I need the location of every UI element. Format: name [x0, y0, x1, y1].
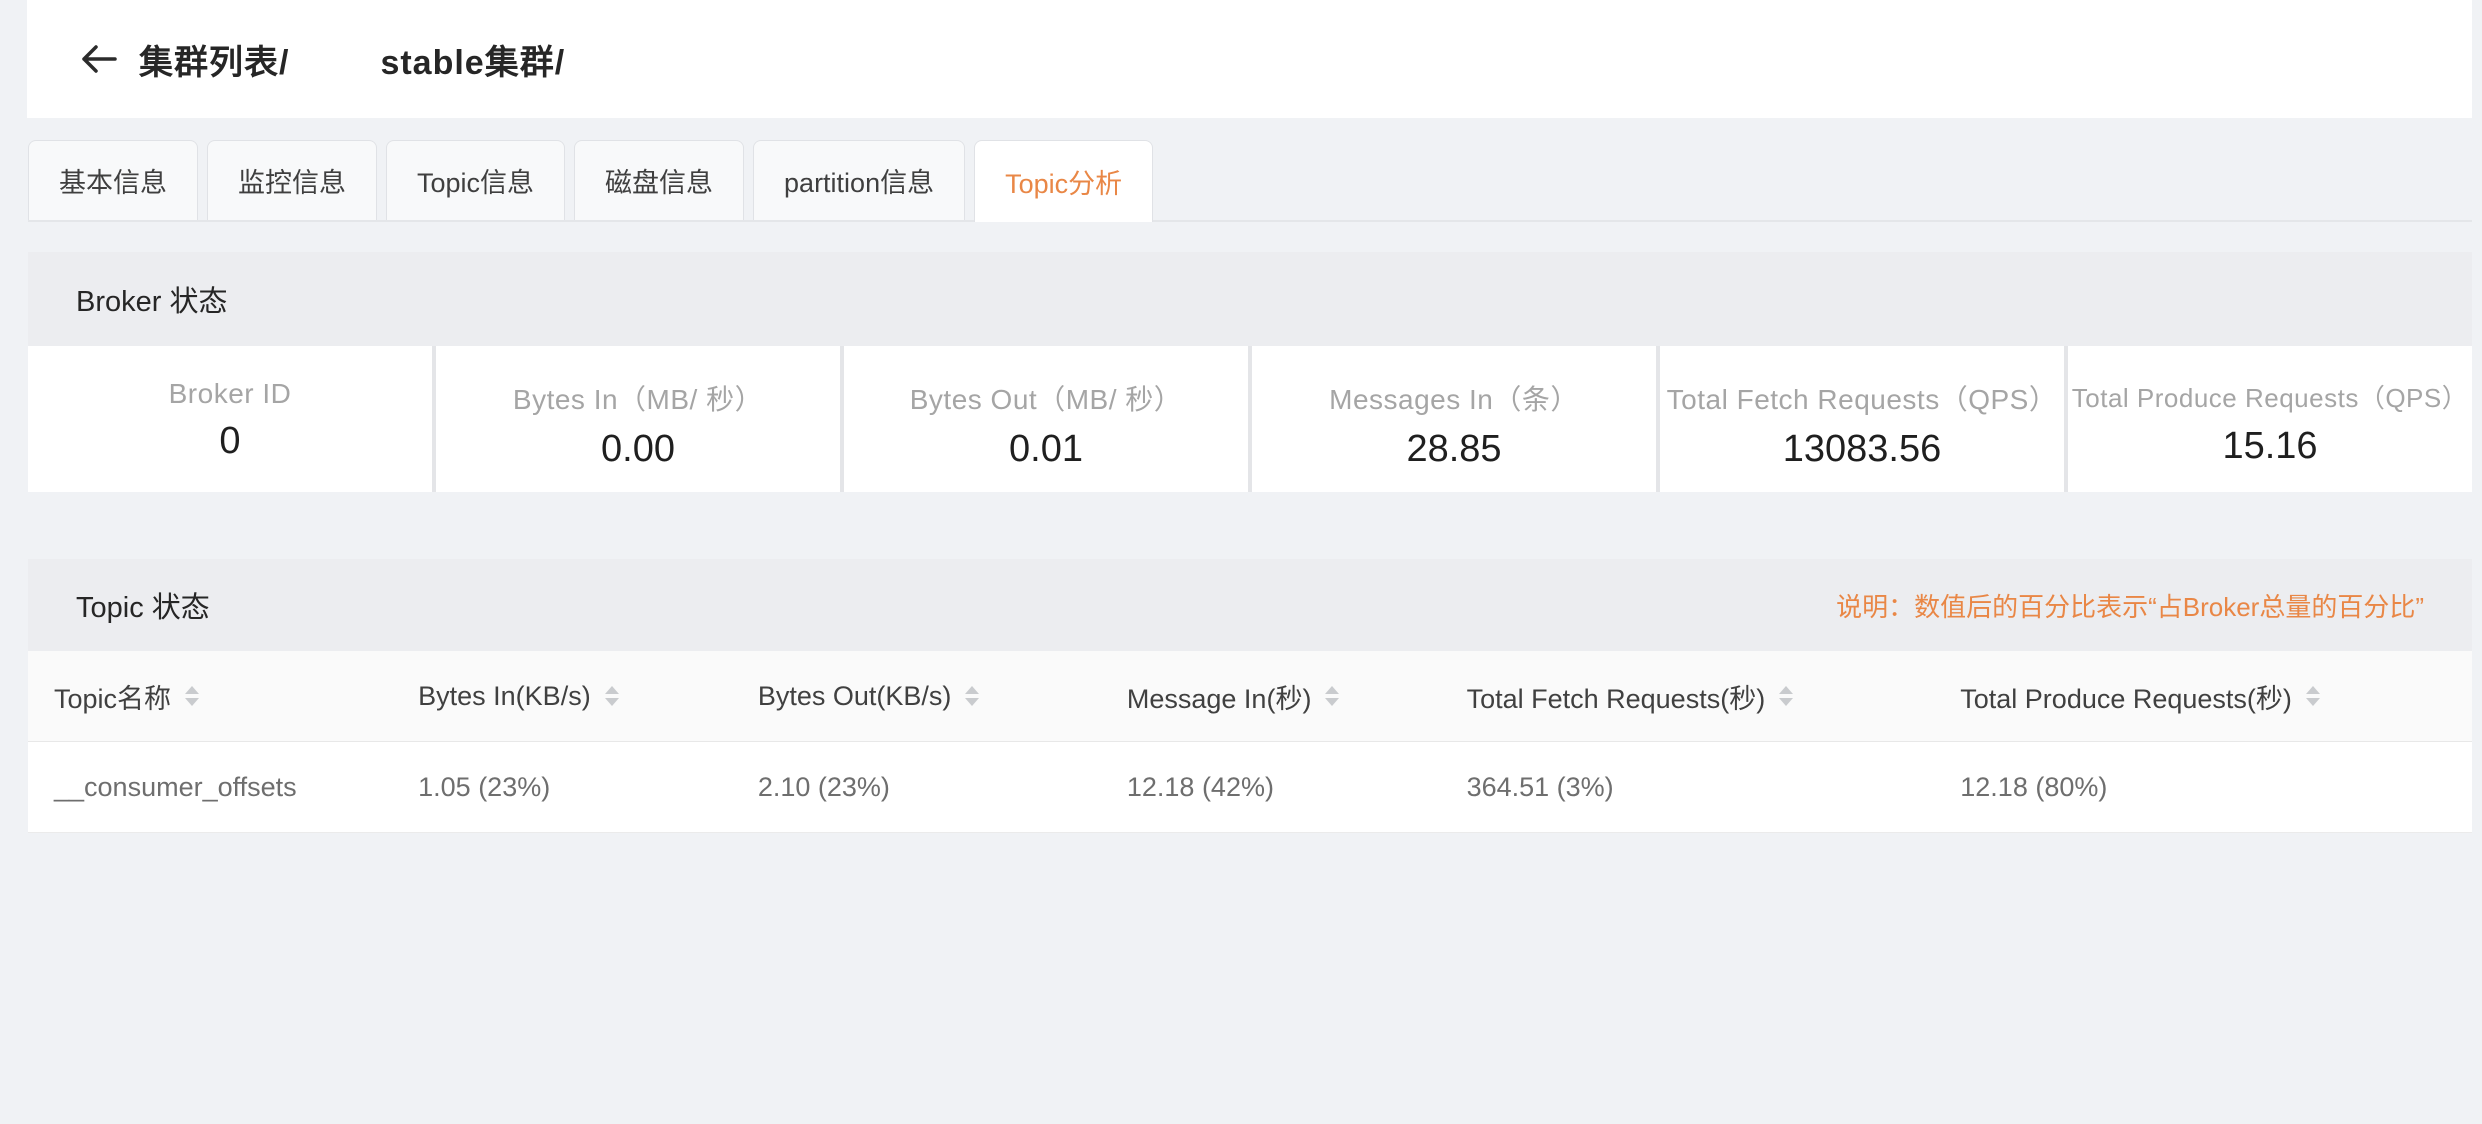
stat-label: Total Produce Requests（QPS） [2071, 383, 2469, 413]
stat-label: Broker ID [168, 378, 292, 409]
tab-monitor-info[interactable]: 监控信息 [207, 140, 377, 220]
table-row: __consumer_offsets 1.05 (23%) 2.10 (23%)… [28, 742, 2472, 833]
column-header-topic-name[interactable]: Topic名称 [28, 651, 392, 741]
cell-topic-name: __consumer_offsets [54, 771, 297, 802]
stat-card-bytes-out: Bytes Out（MB/ 秒） 0.01 [844, 346, 1248, 492]
stat-value: 28.85 [1406, 428, 1502, 470]
topic-status-header: Topic 状态 说明：数值后的百分比表示“占Broker总量的百分比” [28, 559, 2472, 651]
stat-label: Total Fetch Requests（QPS） [1666, 384, 2058, 415]
stat-card-messages-in: Messages In（条） 28.85 [1252, 346, 1656, 492]
tab-basic-info[interactable]: 基本信息 [28, 140, 198, 220]
column-header-message-in[interactable]: Message In(秒) [1101, 651, 1441, 741]
sort-icon[interactable] [185, 686, 200, 706]
arrow-left-icon [82, 45, 117, 73]
stat-label: Bytes In（MB/ 秒） [512, 384, 764, 415]
tab-topic-analysis[interactable]: Topic分析 [974, 140, 1154, 222]
sort-icon[interactable] [2305, 686, 2320, 706]
stat-value: 0 [219, 420, 241, 462]
cell-total-produce: 12.18 (80%) [1960, 771, 2108, 802]
broker-status-title: Broker 状态 [76, 286, 228, 318]
column-header-bytes-out[interactable]: Bytes Out(KB/s) [732, 651, 1101, 741]
cell-message-in: 12.18 (42%) [1126, 771, 1274, 802]
stat-value: 15.16 [2222, 425, 2318, 467]
stat-value: 0.01 [1009, 428, 1083, 470]
tab-disk-info[interactable]: 磁盘信息 [574, 140, 745, 220]
tab-bar: 基本信息 监控信息 Topic信息 磁盘信息 partition信息 Topic… [28, 140, 2472, 222]
column-header-total-produce[interactable]: Total Produce Requests(秒) [1934, 651, 2472, 741]
sort-icon[interactable] [604, 686, 619, 706]
breadcrumb-cluster-list[interactable]: 集群列表/ [139, 43, 290, 82]
broker-stats-row: Broker ID 0 Bytes In（MB/ 秒） 0.00 Bytes O… [28, 346, 2472, 492]
topic-table-header: Topic名称 Bytes In(KB/s) Bytes Out(KB/s) M… [28, 651, 2472, 742]
breadcrumb-cluster-name[interactable]: stable集群/ [380, 43, 566, 82]
stat-card-bytes-in: Bytes In（MB/ 秒） 0.00 [436, 346, 840, 492]
stat-label: Bytes Out（MB/ 秒） [909, 384, 1183, 415]
cell-total-fetch: 364.51 (3%) [1466, 771, 1614, 802]
cell-bytes-in: 1.05 (23%) [418, 771, 551, 802]
tab-topic-info[interactable]: Topic信息 [386, 140, 566, 220]
column-header-bytes-in[interactable]: Bytes In(KB/s) [392, 651, 732, 741]
stat-card-broker-id: Broker ID 0 [28, 346, 432, 492]
stat-card-total-fetch-requests: Total Fetch Requests（QPS） 13083.56 [1660, 346, 2064, 492]
percentage-note: 说明：数值后的百分比表示“占Broker总量的百分比” [1836, 591, 2424, 622]
tab-partition-info[interactable]: partition信息 [753, 140, 966, 220]
sort-icon[interactable] [965, 686, 980, 706]
sort-icon[interactable] [1325, 686, 1340, 706]
stat-value: 13083.56 [1782, 428, 1942, 470]
stat-value: 0.00 [601, 428, 675, 470]
back-button[interactable] [77, 37, 121, 81]
page-header: 集群列表/ stable集群/ [27, 0, 2472, 118]
stat-label: Messages In（条） [1329, 384, 1579, 415]
cell-bytes-out: 2.10 (23%) [757, 771, 890, 802]
column-header-total-fetch[interactable]: Total Fetch Requests(秒) [1441, 651, 1935, 741]
topic-status-title: Topic 状态 [76, 592, 210, 624]
topic-status-panel: Topic 状态 说明：数值后的百分比表示“占Broker总量的百分比” Top… [28, 559, 2472, 833]
broker-status-panel: Broker 状态 Broker ID 0 Bytes In（MB/ 秒） 0.… [28, 252, 2472, 492]
sort-icon[interactable] [1779, 686, 1794, 706]
broker-status-header: Broker 状态 [28, 252, 2472, 346]
stat-card-total-produce-requests: Total Produce Requests（QPS） 15.16 [2068, 346, 2472, 492]
